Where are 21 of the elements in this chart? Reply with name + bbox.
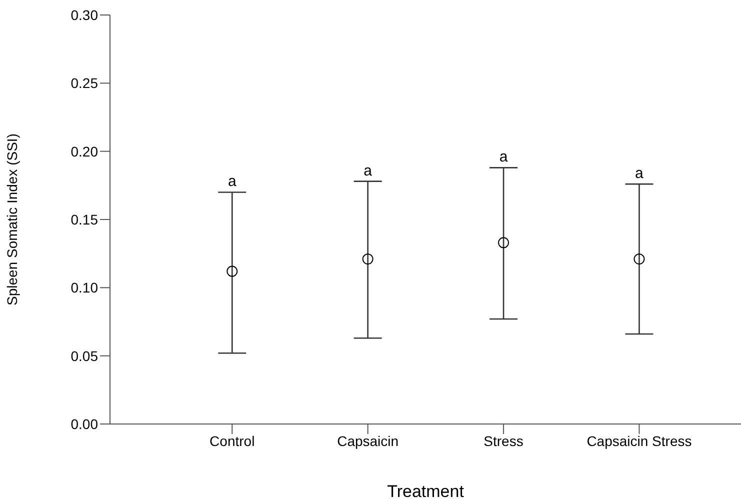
annotation: a (499, 148, 508, 166)
y-tick-label: 0.05 (70, 348, 98, 364)
x-tick-label: Capsaicin Stress (586, 432, 692, 449)
point (226, 266, 238, 277)
y-tick-label: 0.25 (70, 75, 98, 92)
point (634, 254, 645, 265)
annotation: a (635, 165, 644, 182)
point (362, 254, 374, 265)
y-tick-label: 0.15 (70, 211, 98, 228)
x-tick-label: Capsaicin (337, 432, 399, 449)
point (498, 237, 510, 248)
x-tick-label: Control (210, 432, 255, 449)
y-axis-title: Spleen Somatic Index (SSI) (4, 134, 20, 306)
y-tick-label: 0.30 (70, 6, 98, 23)
annotation: a (364, 162, 373, 180)
y-tick-label: 0.10 (70, 280, 98, 296)
y-tick-label: 0.00 (70, 416, 98, 432)
x-axis-title: Treatment (387, 482, 464, 499)
x-tick-label: Stress (484, 432, 524, 449)
annotation: a (228, 173, 237, 190)
y-tick-label: 0.20 (70, 143, 98, 160)
